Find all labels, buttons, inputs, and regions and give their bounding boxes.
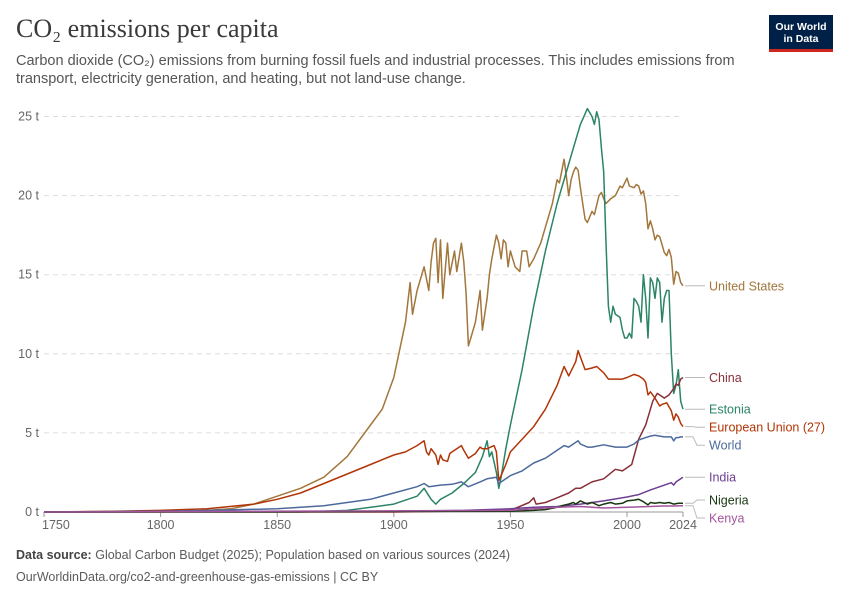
logo-line-1: Our World <box>775 21 827 33</box>
label-connector-european-union-27- <box>685 426 705 428</box>
series-label-european-union-27-: European Union (27) <box>709 421 825 435</box>
series-label-world: World <box>709 439 741 453</box>
series-label-india: India <box>709 471 736 485</box>
x-tick-label-2: 1850 <box>263 518 291 532</box>
series-label-kenya: Kenya <box>709 512 744 526</box>
series-lines <box>43 107 684 513</box>
x-axis-ticks: 1750 1800 1850 1900 1950 2000 2024 <box>42 512 697 532</box>
y-tick-label-2: 10 t <box>18 347 39 361</box>
series-line-european-union-27- <box>43 349 684 513</box>
series-label-united-states: United States <box>709 279 784 293</box>
grid-lines <box>44 116 683 513</box>
series-line-kenya <box>43 504 684 513</box>
y-tick-label-4: 20 t <box>18 189 39 203</box>
series-line-india <box>43 476 684 513</box>
series-line-nigeria <box>43 498 683 513</box>
x-tick-label-3: 1900 <box>380 518 408 532</box>
label-connector-world <box>685 436 705 446</box>
x-tick-label-1: 1800 <box>147 518 175 532</box>
chart-subtitle: Carbon dioxide (CO₂) emissions from burn… <box>16 53 735 87</box>
x-tick-label-6: 2024 <box>669 518 697 532</box>
label-connector-kenya <box>685 505 705 519</box>
series-label-estonia: Estonia <box>709 403 751 417</box>
y-axis-ticks: 0 t 5 t 10 t 15 t 20 t 25 t <box>18 110 39 520</box>
y-tick-label-1: 5 t <box>25 426 39 440</box>
series-label-nigeria: Nigeria <box>709 494 749 508</box>
logo-line-2: in Data <box>783 33 819 45</box>
source-text: Global Carbon Budget (2025); Population … <box>95 548 511 562</box>
y-tick-label-3: 15 t <box>18 268 39 282</box>
y-tick-label-5: 25 t <box>18 110 39 124</box>
footer-source: Data source: Global Carbon Budget (2025)… <box>16 548 510 562</box>
x-tick-label-0: 1750 <box>42 518 70 532</box>
footer-url[interactable]: OurWorldinData.org/co2-and-greenhouse-ga… <box>16 570 379 584</box>
series-line-world <box>43 434 683 513</box>
series-line-estonia <box>44 107 684 513</box>
source-label: Data source: <box>16 548 92 562</box>
series-line-united-states <box>44 158 684 513</box>
owid-logo[interactable]: Our World in Data <box>769 15 833 52</box>
x-tick-label-5: 2000 <box>613 518 641 532</box>
series-labels: United States China Estonia European Union … <box>685 279 825 526</box>
series-line-china <box>44 376 684 513</box>
label-connector-nigeria <box>685 499 705 504</box>
series-label-china: China <box>709 371 742 385</box>
chart-title: CO₂ emissions per capita <box>16 14 279 43</box>
y-tick-label-0: 0 t <box>25 505 39 519</box>
x-tick-label-4: 1950 <box>497 518 525 532</box>
